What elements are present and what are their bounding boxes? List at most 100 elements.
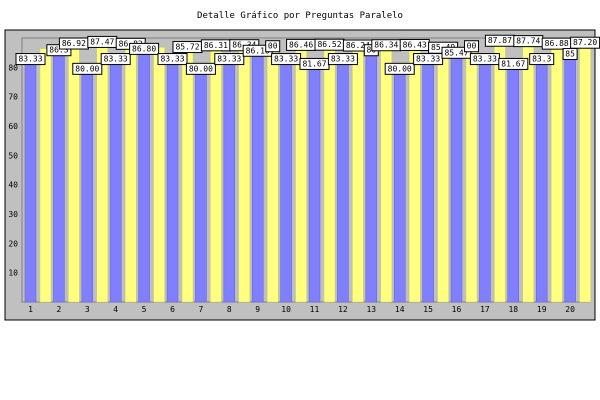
- data-label: 86.34: [371, 39, 402, 52]
- bar-series-b: [181, 50, 194, 303]
- data-label: 81.67: [498, 57, 529, 70]
- data-label: 85.72: [172, 41, 203, 54]
- bar-series-b: [437, 50, 449, 303]
- bar-series-a: [365, 48, 378, 303]
- bar-series-b: [210, 48, 222, 303]
- x-tick-label: 9: [255, 305, 260, 314]
- svg-text:83.33: 83.33: [274, 55, 298, 64]
- data-label: 83.3: [529, 53, 555, 66]
- data-label: 86.80: [129, 42, 160, 55]
- svg-text:83.33: 83.33: [331, 55, 355, 64]
- bar-series-a: [450, 51, 463, 303]
- x-tick-label: 16: [452, 305, 462, 314]
- svg-text:86.24: 86.24: [346, 41, 370, 50]
- svg-text:83.33: 83.33: [18, 55, 42, 64]
- svg-text:86.46: 86.46: [289, 40, 313, 49]
- svg-text:86.16: 86.16: [246, 46, 270, 55]
- y-tick-label: 40: [8, 181, 18, 190]
- x-tick-label: 14: [395, 305, 405, 314]
- bar-series-a: [564, 52, 576, 303]
- svg-text:86.80: 86.80: [132, 44, 156, 53]
- x-tick-label: 2: [56, 305, 61, 314]
- bar-series-b: [96, 45, 109, 303]
- x-tick-label: 5: [142, 305, 147, 314]
- bar-series-a: [280, 57, 292, 303]
- svg-text:80.00: 80.00: [189, 64, 213, 73]
- svg-text:85.72: 85.72: [175, 43, 199, 52]
- x-tick-label: 15: [423, 305, 433, 314]
- data-label: 83.33: [214, 53, 245, 66]
- chart-title: Detalle Gráfico por Preguntas Paralelo: [197, 11, 403, 21]
- data-label: 86.92: [58, 37, 89, 50]
- svg-text:86.34: 86.34: [374, 41, 398, 50]
- bar-series-a: [53, 48, 65, 303]
- data-label: 83.33: [413, 53, 444, 66]
- svg-text:81.67: 81.67: [501, 59, 525, 68]
- data-label: 00: [464, 40, 479, 53]
- data-label: 80.00: [384, 62, 415, 75]
- svg-text:80.00: 80.00: [75, 64, 99, 73]
- x-tick-label: 11: [310, 305, 320, 314]
- x-tick-label: 1: [28, 305, 33, 314]
- bar-series-a: [195, 67, 207, 303]
- bar-series-b: [39, 48, 52, 303]
- bar-series-b: [68, 46, 80, 303]
- bar-series-a: [138, 47, 150, 303]
- bar-series-b: [323, 47, 336, 303]
- bar-series-a: [507, 62, 520, 303]
- bar-series-b: [266, 49, 279, 303]
- svg-text:86.92: 86.92: [62, 39, 86, 48]
- data-label: 81.67: [299, 57, 330, 70]
- bar-series-a: [535, 57, 548, 303]
- y-tick-label: 10: [8, 269, 18, 278]
- data-label: 87.74: [513, 35, 544, 48]
- svg-text:80.00: 80.00: [388, 64, 412, 73]
- svg-text:00: 00: [467, 42, 477, 51]
- data-label: 00: [265, 40, 281, 53]
- svg-text:87.74: 87.74: [516, 37, 540, 46]
- bar-series-b: [550, 46, 563, 303]
- bar-series-a: [422, 57, 434, 303]
- data-label: 86.46: [286, 38, 317, 51]
- bar-series-b: [522, 44, 535, 303]
- x-tick-label: 8: [227, 305, 232, 314]
- svg-text:86.31: 86.31: [204, 41, 228, 50]
- data-label: 80.00: [72, 62, 103, 75]
- data-label: 83.33: [327, 53, 358, 66]
- bar-series-a: [251, 49, 264, 303]
- data-label: 86.43: [399, 38, 430, 51]
- x-tick-label: 6: [170, 305, 175, 314]
- data-label: 83.33: [100, 53, 131, 66]
- svg-text:85: 85: [565, 50, 575, 59]
- data-label: 86.31: [200, 39, 231, 52]
- y-tick-label: 70: [8, 93, 18, 102]
- x-tick-label: 12: [338, 305, 348, 314]
- x-tick-label: 10: [281, 305, 291, 314]
- x-tick-label: 18: [508, 305, 518, 314]
- svg-text:86.43: 86.43: [403, 40, 427, 49]
- data-label: 86.88: [541, 37, 572, 50]
- bar-series-a: [81, 67, 94, 303]
- data-label: 83.33: [271, 53, 302, 66]
- y-tick-label: 50: [8, 151, 18, 160]
- svg-text:83.33: 83.33: [160, 55, 184, 64]
- bar-series-b: [238, 48, 251, 303]
- data-label: 87.87: [484, 34, 515, 47]
- bar-series-b: [352, 48, 364, 303]
- svg-text:00: 00: [268, 42, 278, 51]
- data-label: 87.20: [570, 36, 600, 49]
- svg-text:83.33: 83.33: [416, 55, 440, 64]
- bar-series-b: [295, 48, 307, 303]
- svg-text:86.3: 86.3: [49, 46, 68, 55]
- x-tick-label: 17: [480, 305, 490, 314]
- bar-series-b: [408, 48, 421, 303]
- bar-series-a: [308, 62, 321, 303]
- x-tick-label: 3: [85, 305, 90, 314]
- svg-text:83.33: 83.33: [217, 55, 241, 64]
- svg-text:86.88: 86.88: [545, 39, 569, 48]
- bar-series-a: [337, 57, 349, 303]
- bar-series-a: [223, 57, 236, 303]
- y-tick-label: 60: [8, 122, 18, 131]
- data-label: 83.33: [469, 53, 500, 66]
